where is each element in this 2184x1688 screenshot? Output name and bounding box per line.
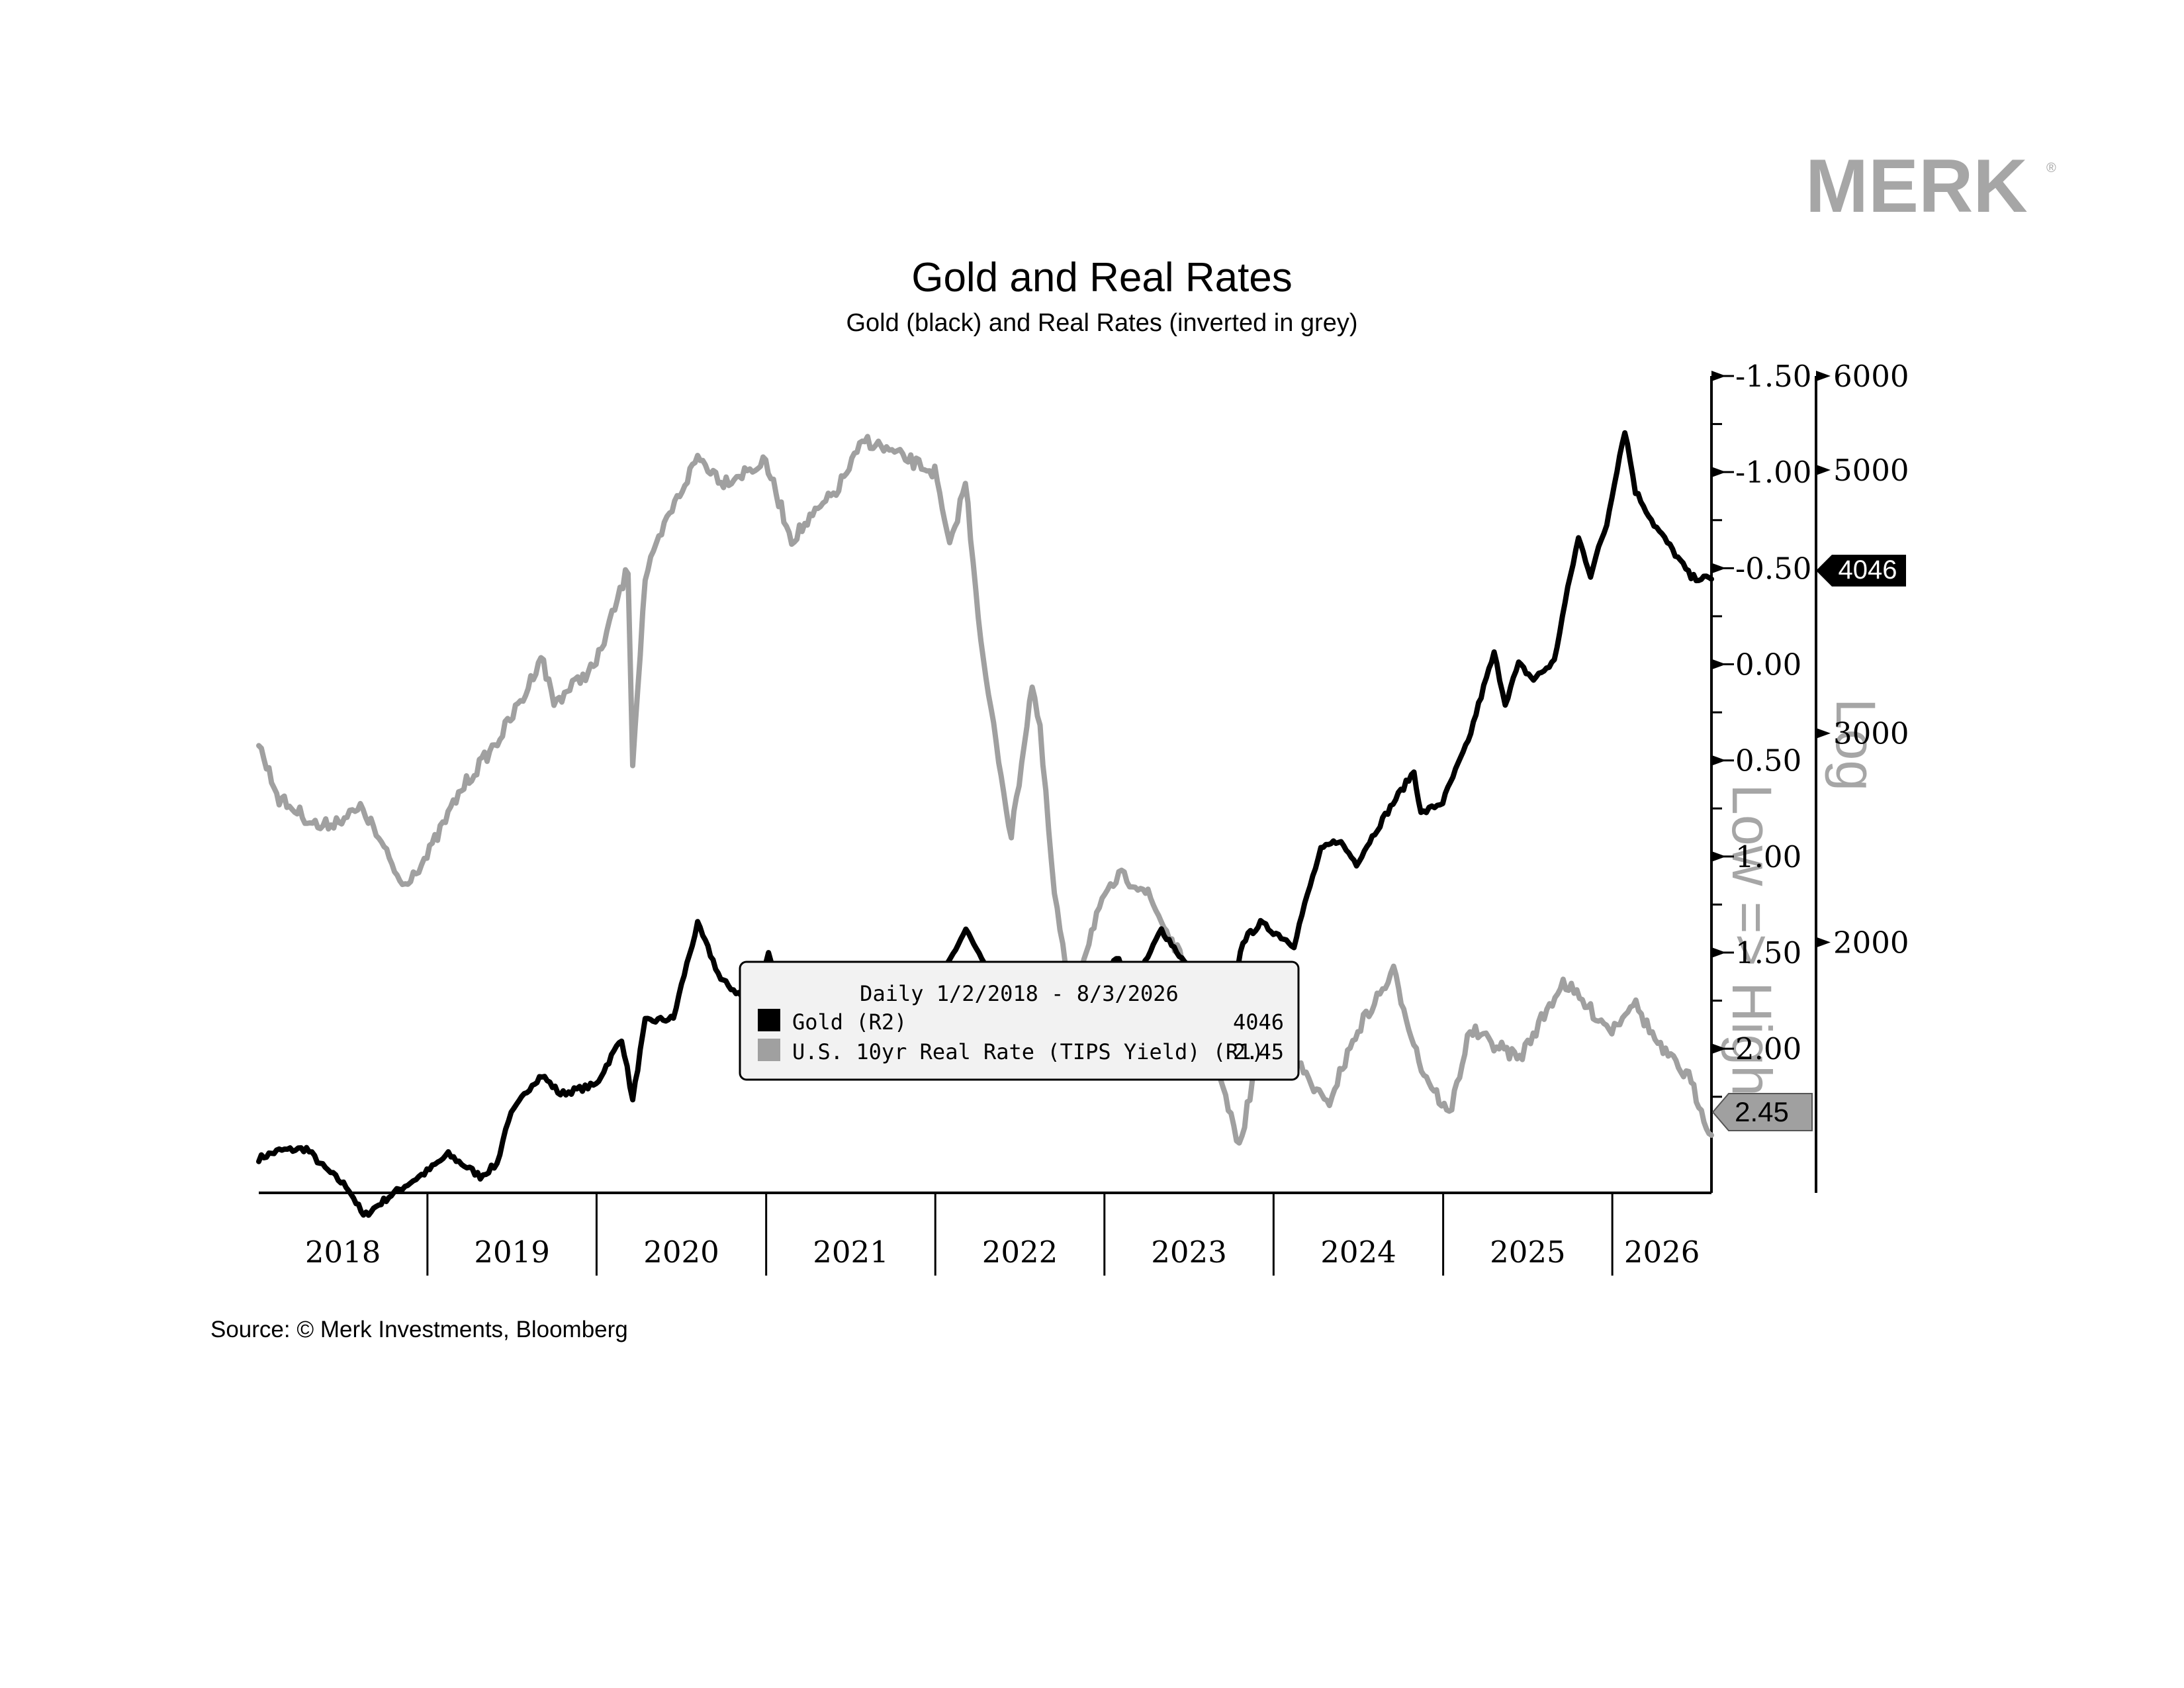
series-real-rate-line — [256, 434, 1714, 1146]
chart-title: Gold and Real Rates — [911, 255, 1293, 301]
merk-logo: MERK — [1805, 144, 2028, 228]
r2-tick-label: 6000 — [1833, 359, 1909, 394]
r1-tick-label: 0.50 — [1735, 743, 1801, 778]
r1-axis-label: Low => High — [1721, 784, 1783, 1096]
x-tick-label: 2018 — [305, 1235, 381, 1270]
r2-tick-mark — [1816, 937, 1831, 948]
x-tick-label: 2020 — [643, 1235, 719, 1270]
r2-tick-mark — [1816, 371, 1831, 381]
r2-tick-mark — [1816, 464, 1831, 475]
gold-last-value: 4046 — [1839, 555, 1897, 585]
r1-tick-label: -0.50 — [1735, 551, 1811, 586]
x-tick-label: 2019 — [474, 1235, 550, 1270]
real-rate-last-value: 2.45 — [1735, 1096, 1789, 1127]
legend-box — [739, 961, 1300, 1081]
r2-axis-ticks: 2000 3000 5000 6000 — [1816, 359, 1909, 960]
x-tick-label: 2023 — [1151, 1235, 1227, 1270]
legend-value-gold: 4046 — [1233, 1009, 1284, 1035]
x-axis-ticks: 2018 2019 2020 2021 2022 2023 2024 2025 2026 — [305, 1193, 1700, 1276]
x-tick-label: 2025 — [1490, 1235, 1566, 1270]
r1-tick-label: 1.50 — [1735, 935, 1801, 970]
x-tick-label: 2024 — [1320, 1235, 1396, 1270]
legend: Daily 1/2/2018 - 8/3/2026 Gold (R2) 4046… — [739, 961, 1300, 1081]
gold-last-value-tag: 4046 — [1816, 555, 1906, 586]
r1-axis-ticks: -1.50 -1.00 -0.50 0.00 0.50 1.00 1.50 2.00 — [1711, 359, 1811, 1098]
series-gold-line — [256, 430, 1714, 1218]
source-note: Source: © Merk Investments, Bloomberg — [210, 1317, 628, 1342]
x-tick-label: 2026 — [1624, 1235, 1700, 1270]
r1-tick-label: 0.00 — [1735, 647, 1801, 682]
legend-label-gold: Gold (R2) — [792, 1009, 907, 1035]
legend-label-real-rate: U.S. 10yr Real Rate (TIPS Yield) (R1) — [792, 1039, 1264, 1064]
legend-swatch-gold — [758, 1009, 780, 1031]
r2-tick-label: 3000 — [1833, 716, 1909, 751]
r1-tick-label: 1.00 — [1735, 839, 1801, 874]
x-tick-label: 2022 — [982, 1235, 1058, 1270]
legend-value-real-rate: 2.45 — [1233, 1039, 1284, 1064]
x-tick-label: 2021 — [813, 1235, 889, 1270]
r2-axis-label: Log — [1825, 698, 1887, 791]
legend-swatch-real-rate — [758, 1039, 780, 1061]
r1-tick-label: -1.50 — [1735, 359, 1811, 394]
r2-tick-mark — [1816, 727, 1831, 739]
r1-tick-label: -1.00 — [1735, 455, 1811, 490]
legend-header: Daily 1/2/2018 - 8/3/2026 — [860, 981, 1179, 1006]
chart-subtitle: Gold (black) and Real Rates (inverted in… — [846, 309, 1357, 337]
registered-mark: ® — [2046, 161, 2056, 175]
r2-tick-label: 2000 — [1833, 925, 1909, 960]
r1-tick-label: 2.00 — [1735, 1031, 1801, 1066]
r2-tick-label: 5000 — [1833, 453, 1909, 488]
real-rate-last-value-tag: 2.45 — [1711, 1093, 1813, 1131]
